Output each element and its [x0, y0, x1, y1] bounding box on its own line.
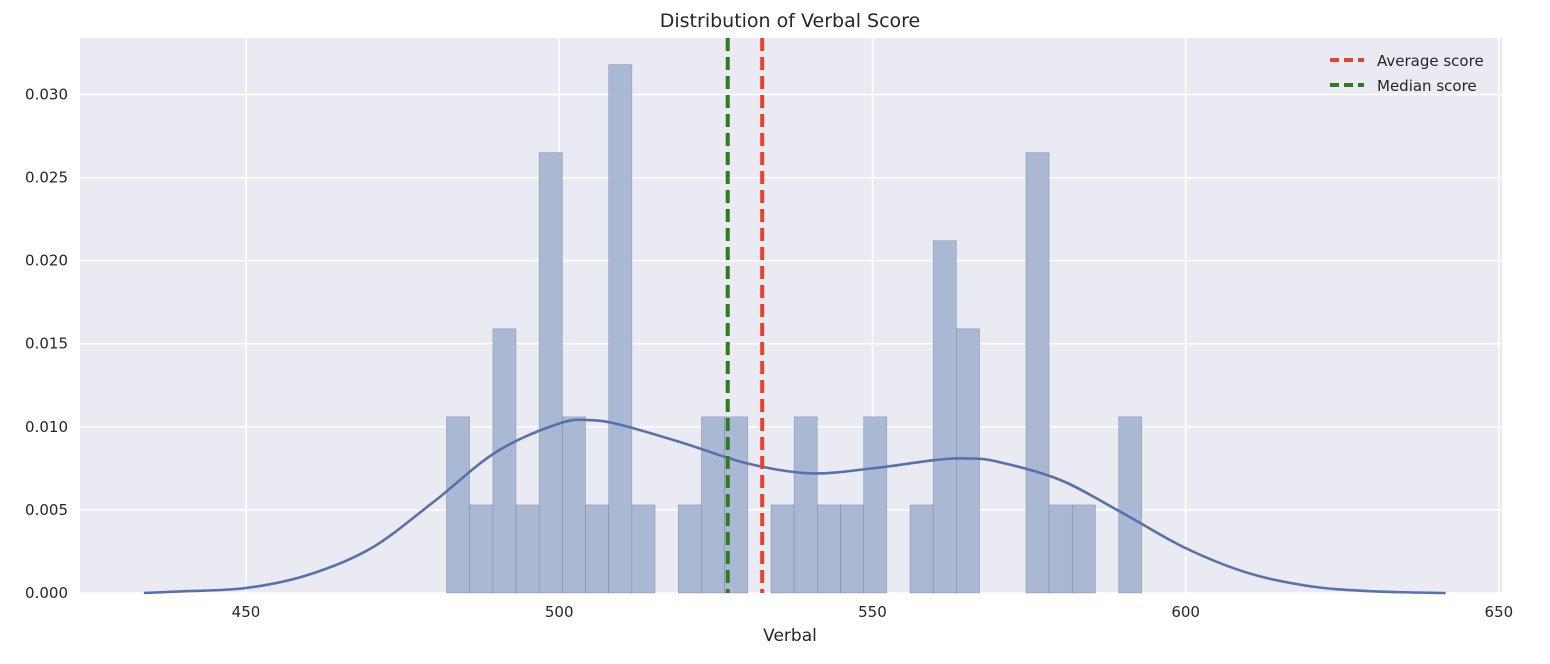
- reference-lines: [725, 38, 765, 593]
- histogram-bar: [492, 328, 517, 594]
- legend-label-median: Median score: [1377, 77, 1477, 95]
- histogram-bar: [840, 504, 864, 594]
- y-tick-label: 0.010: [25, 418, 68, 436]
- histogram-bar: [863, 416, 888, 594]
- histogram-bar: [1048, 504, 1073, 594]
- x-tick-label: 550: [858, 603, 887, 621]
- histogram-bar: [956, 328, 980, 594]
- histogram-bar: [701, 416, 725, 594]
- y-axis-ticks: 0.000 0.005 0.010 0.015 0.020 0.025 0.030: [25, 85, 68, 602]
- x-tick-label: 450: [232, 603, 261, 621]
- histogram-bar: [793, 416, 818, 594]
- y-tick-label: 0.000: [25, 584, 68, 602]
- plot-area: [80, 38, 1502, 593]
- grid: [80, 38, 1502, 594]
- histogram-bar: [608, 64, 633, 594]
- histogram-bar: [909, 504, 934, 594]
- histogram-bar: [677, 504, 702, 594]
- histogram-bar: [631, 504, 656, 594]
- x-tick-label: 650: [1485, 603, 1514, 621]
- kde-curve: [143, 418, 1446, 595]
- histogram-bar: [817, 504, 841, 594]
- y-tick-label: 0.030: [25, 85, 68, 103]
- histogram-bar: [585, 504, 610, 594]
- x-axis-ticks: 450 500 550 600 650: [232, 603, 1514, 621]
- histogram-bar: [446, 416, 470, 594]
- histogram-bar: [515, 504, 540, 594]
- legend-label-average: Average score: [1377, 52, 1484, 70]
- x-tick-label: 500: [545, 603, 574, 621]
- histogram-bar: [469, 504, 494, 594]
- x-tick-label: 600: [1171, 603, 1200, 621]
- histogram-bar: [1118, 416, 1143, 594]
- x-axis-label: Verbal: [763, 626, 817, 646]
- histogram-bar: [1025, 152, 1050, 594]
- histogram-bar: [932, 240, 957, 594]
- histogram-bar: [538, 152, 563, 594]
- histogram-bars: [446, 64, 1143, 594]
- histogram-bar: [770, 504, 795, 594]
- y-tick-label: 0.005: [25, 501, 68, 519]
- histogram-bar: [562, 416, 586, 594]
- histogram-bar: [1071, 504, 1096, 594]
- legend: Average score Median score: [1330, 52, 1484, 95]
- y-tick-label: 0.015: [25, 335, 68, 353]
- y-tick-label: 0.025: [25, 169, 68, 187]
- chart-title: Distribution of Verbal Score: [660, 10, 921, 32]
- y-tick-label: 0.020: [25, 252, 68, 270]
